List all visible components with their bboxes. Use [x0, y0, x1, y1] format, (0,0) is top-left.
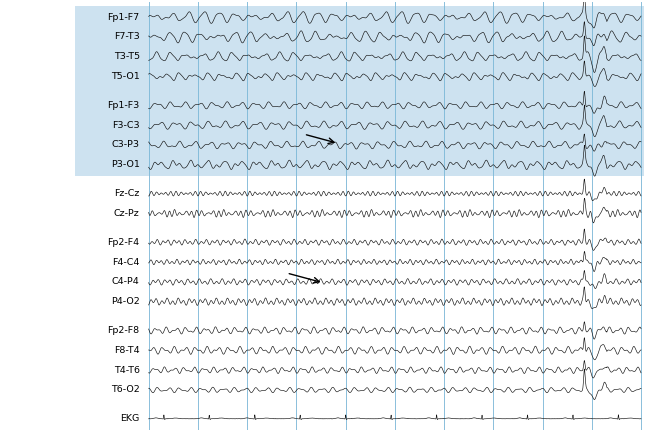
Text: C3-P3: C3-P3	[112, 141, 140, 149]
Text: T5-O1: T5-O1	[111, 72, 140, 81]
Text: T6-O2: T6-O2	[111, 385, 140, 395]
Text: P4-O2: P4-O2	[111, 297, 140, 306]
Text: Fz-Cz: Fz-Cz	[114, 189, 140, 198]
Text: EKG: EKG	[120, 414, 140, 423]
Text: Fp1-F3: Fp1-F3	[107, 101, 140, 110]
Text: Cz-Pz: Cz-Pz	[114, 209, 140, 218]
Text: P3-O1: P3-O1	[111, 160, 140, 169]
Text: C4-P4: C4-P4	[112, 277, 140, 286]
Text: T3-T5: T3-T5	[114, 52, 140, 61]
Text: Fp1-F7: Fp1-F7	[108, 13, 140, 22]
Bar	[75, 6, 644, 176]
Text: F3-C3: F3-C3	[112, 121, 140, 130]
Text: Fp2-F8: Fp2-F8	[108, 326, 140, 335]
Text: T4-T6: T4-T6	[114, 366, 140, 375]
Text: F8-T4: F8-T4	[114, 346, 140, 355]
Text: F4-C4: F4-C4	[112, 257, 140, 266]
Text: Fp2-F4: Fp2-F4	[108, 238, 140, 247]
Text: F7-T3: F7-T3	[114, 33, 140, 41]
